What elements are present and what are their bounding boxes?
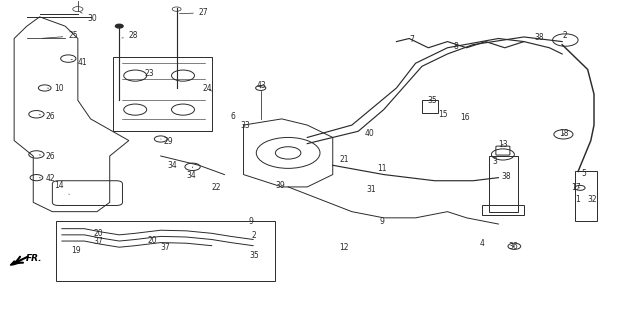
Text: 35: 35 [427,96,437,105]
Text: 18: 18 [559,129,568,138]
Text: FR.: FR. [26,254,42,263]
Text: 26: 26 [39,112,56,121]
Bar [422,100,438,113]
Text: 38: 38 [502,172,511,181]
Text: 41: 41 [71,58,88,67]
Text: 30: 30 [80,12,97,23]
Text: 26: 26 [39,152,56,161]
Text: 17: 17 [572,183,581,192]
Text: 38: 38 [534,33,544,42]
Text: 35: 35 [250,251,260,260]
Text: 22: 22 [212,183,221,192]
Text: 40: 40 [365,129,374,138]
Text: 43: 43 [256,81,266,90]
Text: 24: 24 [202,84,212,93]
Text: 15: 15 [438,110,448,119]
Text: 33: 33 [241,121,250,130]
Text: 13: 13 [499,140,508,149]
Text: 9: 9 [248,217,253,226]
Text: 34: 34 [167,161,177,170]
Text: 1: 1 [575,195,580,204]
Bar [56,221,275,281]
Text: 8: 8 [454,42,459,51]
Text: 2: 2 [252,231,257,240]
Text: 19: 19 [72,246,81,256]
Text: 11: 11 [378,164,387,173]
Text: 4: 4 [479,239,484,248]
Text: 27: 27 [179,8,209,17]
Text: 29: 29 [161,137,173,146]
Text: 37: 37 [94,237,104,246]
Text: 5: 5 [581,169,586,178]
Text: 14: 14 [54,182,69,194]
Text: 37: 37 [161,243,170,252]
Text: 20: 20 [94,229,104,238]
Text: 36: 36 [508,242,518,251]
Text: 25: 25 [42,32,78,41]
Text: 34: 34 [186,167,196,180]
Text: 3: 3 [492,157,497,166]
Text: 16: 16 [460,114,470,122]
Circle shape [115,24,123,28]
Polygon shape [10,261,20,265]
Text: 39: 39 [275,182,285,190]
Text: 7: 7 [409,35,414,44]
Text: 32: 32 [588,195,597,204]
Text: 31: 31 [367,185,376,193]
Text: 28: 28 [122,32,138,41]
Text: 20: 20 [148,236,157,245]
Text: 23: 23 [145,69,154,78]
Text: 6: 6 [231,112,236,121]
Text: 42: 42 [39,174,56,183]
Text: 10: 10 [47,84,64,93]
Text: 21: 21 [339,155,349,164]
Text: 9: 9 [380,217,384,226]
Text: 2: 2 [562,32,567,41]
Text: 12: 12 [339,243,349,252]
